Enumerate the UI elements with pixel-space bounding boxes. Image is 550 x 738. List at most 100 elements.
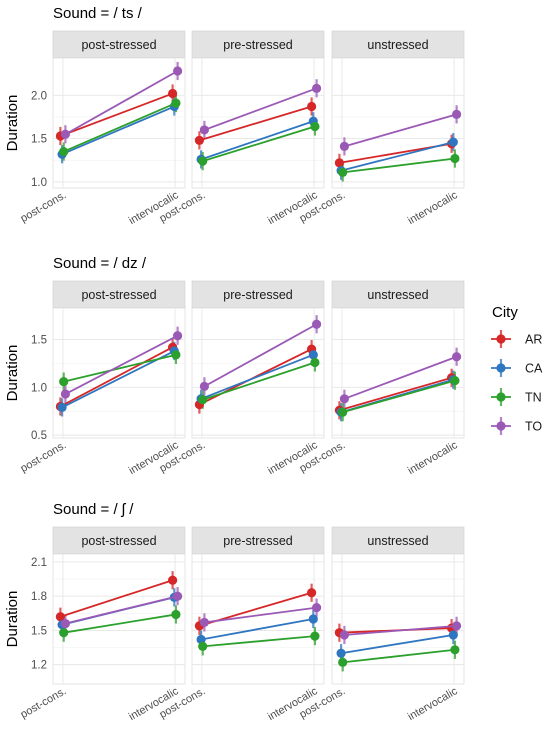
strip-label: post-stressed — [81, 534, 156, 548]
point-TO-post-cons — [199, 617, 209, 628]
point-TN-post-cons — [338, 657, 348, 667]
series-line-AR — [60, 579, 173, 618]
x-tick-label: post-cons. — [18, 685, 68, 721]
point-TO-intervocalic — [452, 109, 462, 119]
strip-label: post-stressed — [81, 38, 156, 52]
row-title: Sound = / ts / — [53, 5, 143, 22]
series-line-AR — [60, 92, 173, 137]
point-AR-intervocalic — [307, 101, 317, 112]
x-tick-label: post-cons. — [18, 439, 68, 475]
panel-strip — [52, 526, 186, 555]
strip-label: unstressed — [367, 534, 428, 548]
point-AR-intervocalic — [168, 88, 178, 99]
legend-label-CA: CA — [525, 362, 543, 376]
legend: City AR CA TN TO — [491, 304, 543, 435]
y-tick-label: 1.2 — [31, 660, 47, 672]
y-tick-label: 2.1 — [31, 557, 47, 569]
series-line-CA — [340, 141, 454, 172]
series-line-CA — [340, 634, 454, 655]
panel-background — [331, 553, 465, 685]
point-TN-post-cons — [198, 641, 208, 651]
point-CA-intervocalic — [308, 614, 318, 624]
panel-strip — [331, 280, 465, 309]
point-AR-intervocalic — [307, 588, 317, 598]
y-tick-label: 1.5 — [31, 134, 47, 146]
point-TN-intervocalic — [450, 153, 460, 164]
strip-label: pre-stressed — [223, 288, 293, 302]
facet-row-2: Sound = / dz / Duration 0.5 1.0 1.5 post-stre… — [4, 255, 465, 477]
x-tick-label: intervocalic — [406, 685, 460, 723]
facet-row-3: Sound = / ʃ / Duration 1.2 1.5 1.8 2.1 post-st… — [4, 501, 465, 723]
legend-key-point-TN — [496, 392, 506, 402]
panel-background — [331, 307, 465, 439]
point-TO-intervocalic — [452, 352, 462, 362]
panel-strip — [52, 280, 186, 309]
series-line-TN — [63, 353, 177, 383]
point-TO-post-cons — [60, 129, 70, 139]
panel-strip — [191, 526, 325, 555]
point-TO-post-cons — [60, 618, 70, 629]
strip-label: pre-stressed — [223, 534, 293, 548]
point-TN-post-cons — [59, 628, 69, 638]
point-TN-post-cons — [338, 167, 348, 177]
y-tick-label: 1.5 — [31, 625, 47, 637]
y-tick-label: 1.0 — [31, 382, 47, 394]
series-line-CA — [200, 120, 314, 161]
point-TO-post-cons — [199, 381, 209, 391]
series-line-TN — [342, 157, 456, 174]
y-tick-label: 1.0 — [31, 177, 47, 189]
y-tick-label: 1.5 — [31, 335, 47, 347]
series-line-TN — [342, 648, 455, 664]
y-axis-label: Duration — [4, 95, 21, 152]
legend-key-point-TO — [496, 421, 506, 431]
point-TN-intervocalic — [171, 350, 181, 360]
panel-strip — [191, 30, 325, 59]
x-tick-label: intervocalic — [406, 189, 460, 227]
panel-strip — [331, 30, 465, 59]
point-TN-intervocalic — [450, 376, 460, 386]
series-line-TN — [202, 635, 315, 648]
point-TN-post-cons — [59, 147, 69, 157]
point-TN-post-cons — [198, 156, 208, 166]
point-CA-post-cons — [57, 402, 67, 413]
point-TO-post-cons — [339, 141, 349, 151]
y-tick-label: 0.5 — [31, 430, 47, 442]
point-CA-intervocalic — [448, 137, 458, 147]
legend-key-point-CA — [496, 363, 506, 373]
panel-strip — [52, 30, 186, 59]
legend-key-point-AR — [496, 334, 506, 344]
series-line-TN — [342, 379, 456, 414]
y-tick-label: 2.0 — [31, 90, 47, 102]
point-CA-intervocalic — [448, 630, 458, 640]
panel-background — [52, 307, 186, 439]
y-tick-label: 1.8 — [31, 591, 47, 603]
series-line-TO — [344, 355, 457, 400]
series-line-CA — [200, 618, 314, 641]
strip-label: pre-stressed — [223, 38, 293, 52]
legend-label-TO: TO — [525, 420, 542, 434]
y-axis-label: Duration — [4, 591, 21, 648]
series-line-TN — [63, 613, 177, 634]
series-line-AR — [199, 105, 312, 142]
point-TO-post-cons — [199, 125, 209, 135]
point-TN-post-cons — [59, 377, 69, 387]
y-axis-label: Duration — [4, 345, 21, 402]
point-TO-intervocalic — [312, 319, 322, 329]
row-title: Sound = / ʃ / — [53, 501, 134, 518]
legend-label-AR: AR — [525, 333, 542, 347]
legend-title: City — [492, 304, 518, 321]
point-TO-intervocalic — [173, 591, 183, 601]
series-line-TO — [204, 87, 317, 131]
series-line-TO — [204, 606, 317, 624]
series-line-AR — [339, 376, 452, 412]
facet-row-1: Sound = / ts / Duration 1.0 1.5 2.0 post-stre… — [4, 5, 465, 227]
legend-label-TN: TN — [525, 391, 542, 405]
point-TN-intervocalic — [171, 609, 181, 620]
series-line-TO — [65, 595, 178, 625]
series-line-CA — [61, 105, 175, 156]
point-TO-post-cons — [339, 630, 349, 640]
x-tick-label: post-cons. — [18, 189, 68, 225]
